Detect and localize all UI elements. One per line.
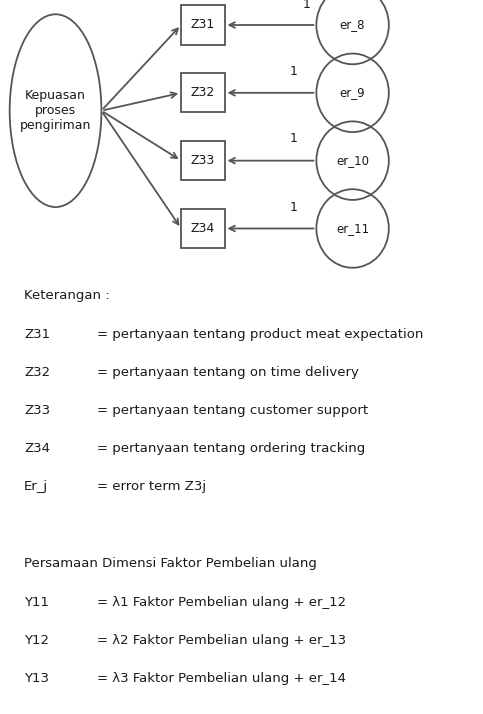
Text: Z33: Z33	[24, 404, 50, 417]
Text: = pertanyaan tentang customer support: = pertanyaan tentang customer support	[97, 404, 368, 417]
Text: 1: 1	[290, 132, 298, 145]
Text: er_9: er_9	[340, 86, 366, 99]
Text: = λ3 Faktor Pembelian ulang + er_14: = λ3 Faktor Pembelian ulang + er_14	[97, 672, 346, 685]
Text: Keterangan :: Keterangan :	[24, 289, 110, 302]
Text: = λ2 Faktor Pembelian ulang + er_13: = λ2 Faktor Pembelian ulang + er_13	[97, 634, 346, 647]
Text: er_8: er_8	[340, 19, 365, 31]
Text: = λ1 Faktor Pembelian ulang + er_12: = λ1 Faktor Pembelian ulang + er_12	[97, 596, 346, 609]
Text: = error term Z3j: = error term Z3j	[97, 480, 206, 493]
Text: = pertanyaan tentang on time delivery: = pertanyaan tentang on time delivery	[97, 366, 358, 379]
Text: Er_j: Er_j	[24, 480, 48, 493]
Text: Z32: Z32	[191, 86, 215, 99]
Text: er_11: er_11	[336, 222, 369, 235]
Text: Z32: Z32	[24, 366, 50, 379]
Text: 1: 1	[290, 201, 298, 213]
Text: Y13: Y13	[24, 672, 49, 685]
Text: = pertanyaan tentang product meat expectation: = pertanyaan tentang product meat expect…	[97, 328, 423, 341]
Text: Z34: Z34	[191, 222, 215, 235]
Text: Z31: Z31	[24, 328, 50, 341]
Text: 1: 1	[303, 0, 311, 11]
Text: Z34: Z34	[24, 442, 50, 455]
Text: = pertanyaan tentang ordering tracking: = pertanyaan tentang ordering tracking	[97, 442, 365, 455]
Text: Kepuasan
proses
pengiriman: Kepuasan proses pengiriman	[20, 89, 91, 132]
Text: Y12: Y12	[24, 634, 49, 647]
Text: Z33: Z33	[191, 154, 215, 167]
Text: Persamaan Dimensi Faktor Pembelian ulang: Persamaan Dimensi Faktor Pembelian ulang	[24, 557, 317, 570]
Text: 1: 1	[290, 65, 298, 78]
Text: Z31: Z31	[191, 19, 215, 31]
Text: er_10: er_10	[336, 154, 369, 167]
Text: Y11: Y11	[24, 596, 49, 609]
